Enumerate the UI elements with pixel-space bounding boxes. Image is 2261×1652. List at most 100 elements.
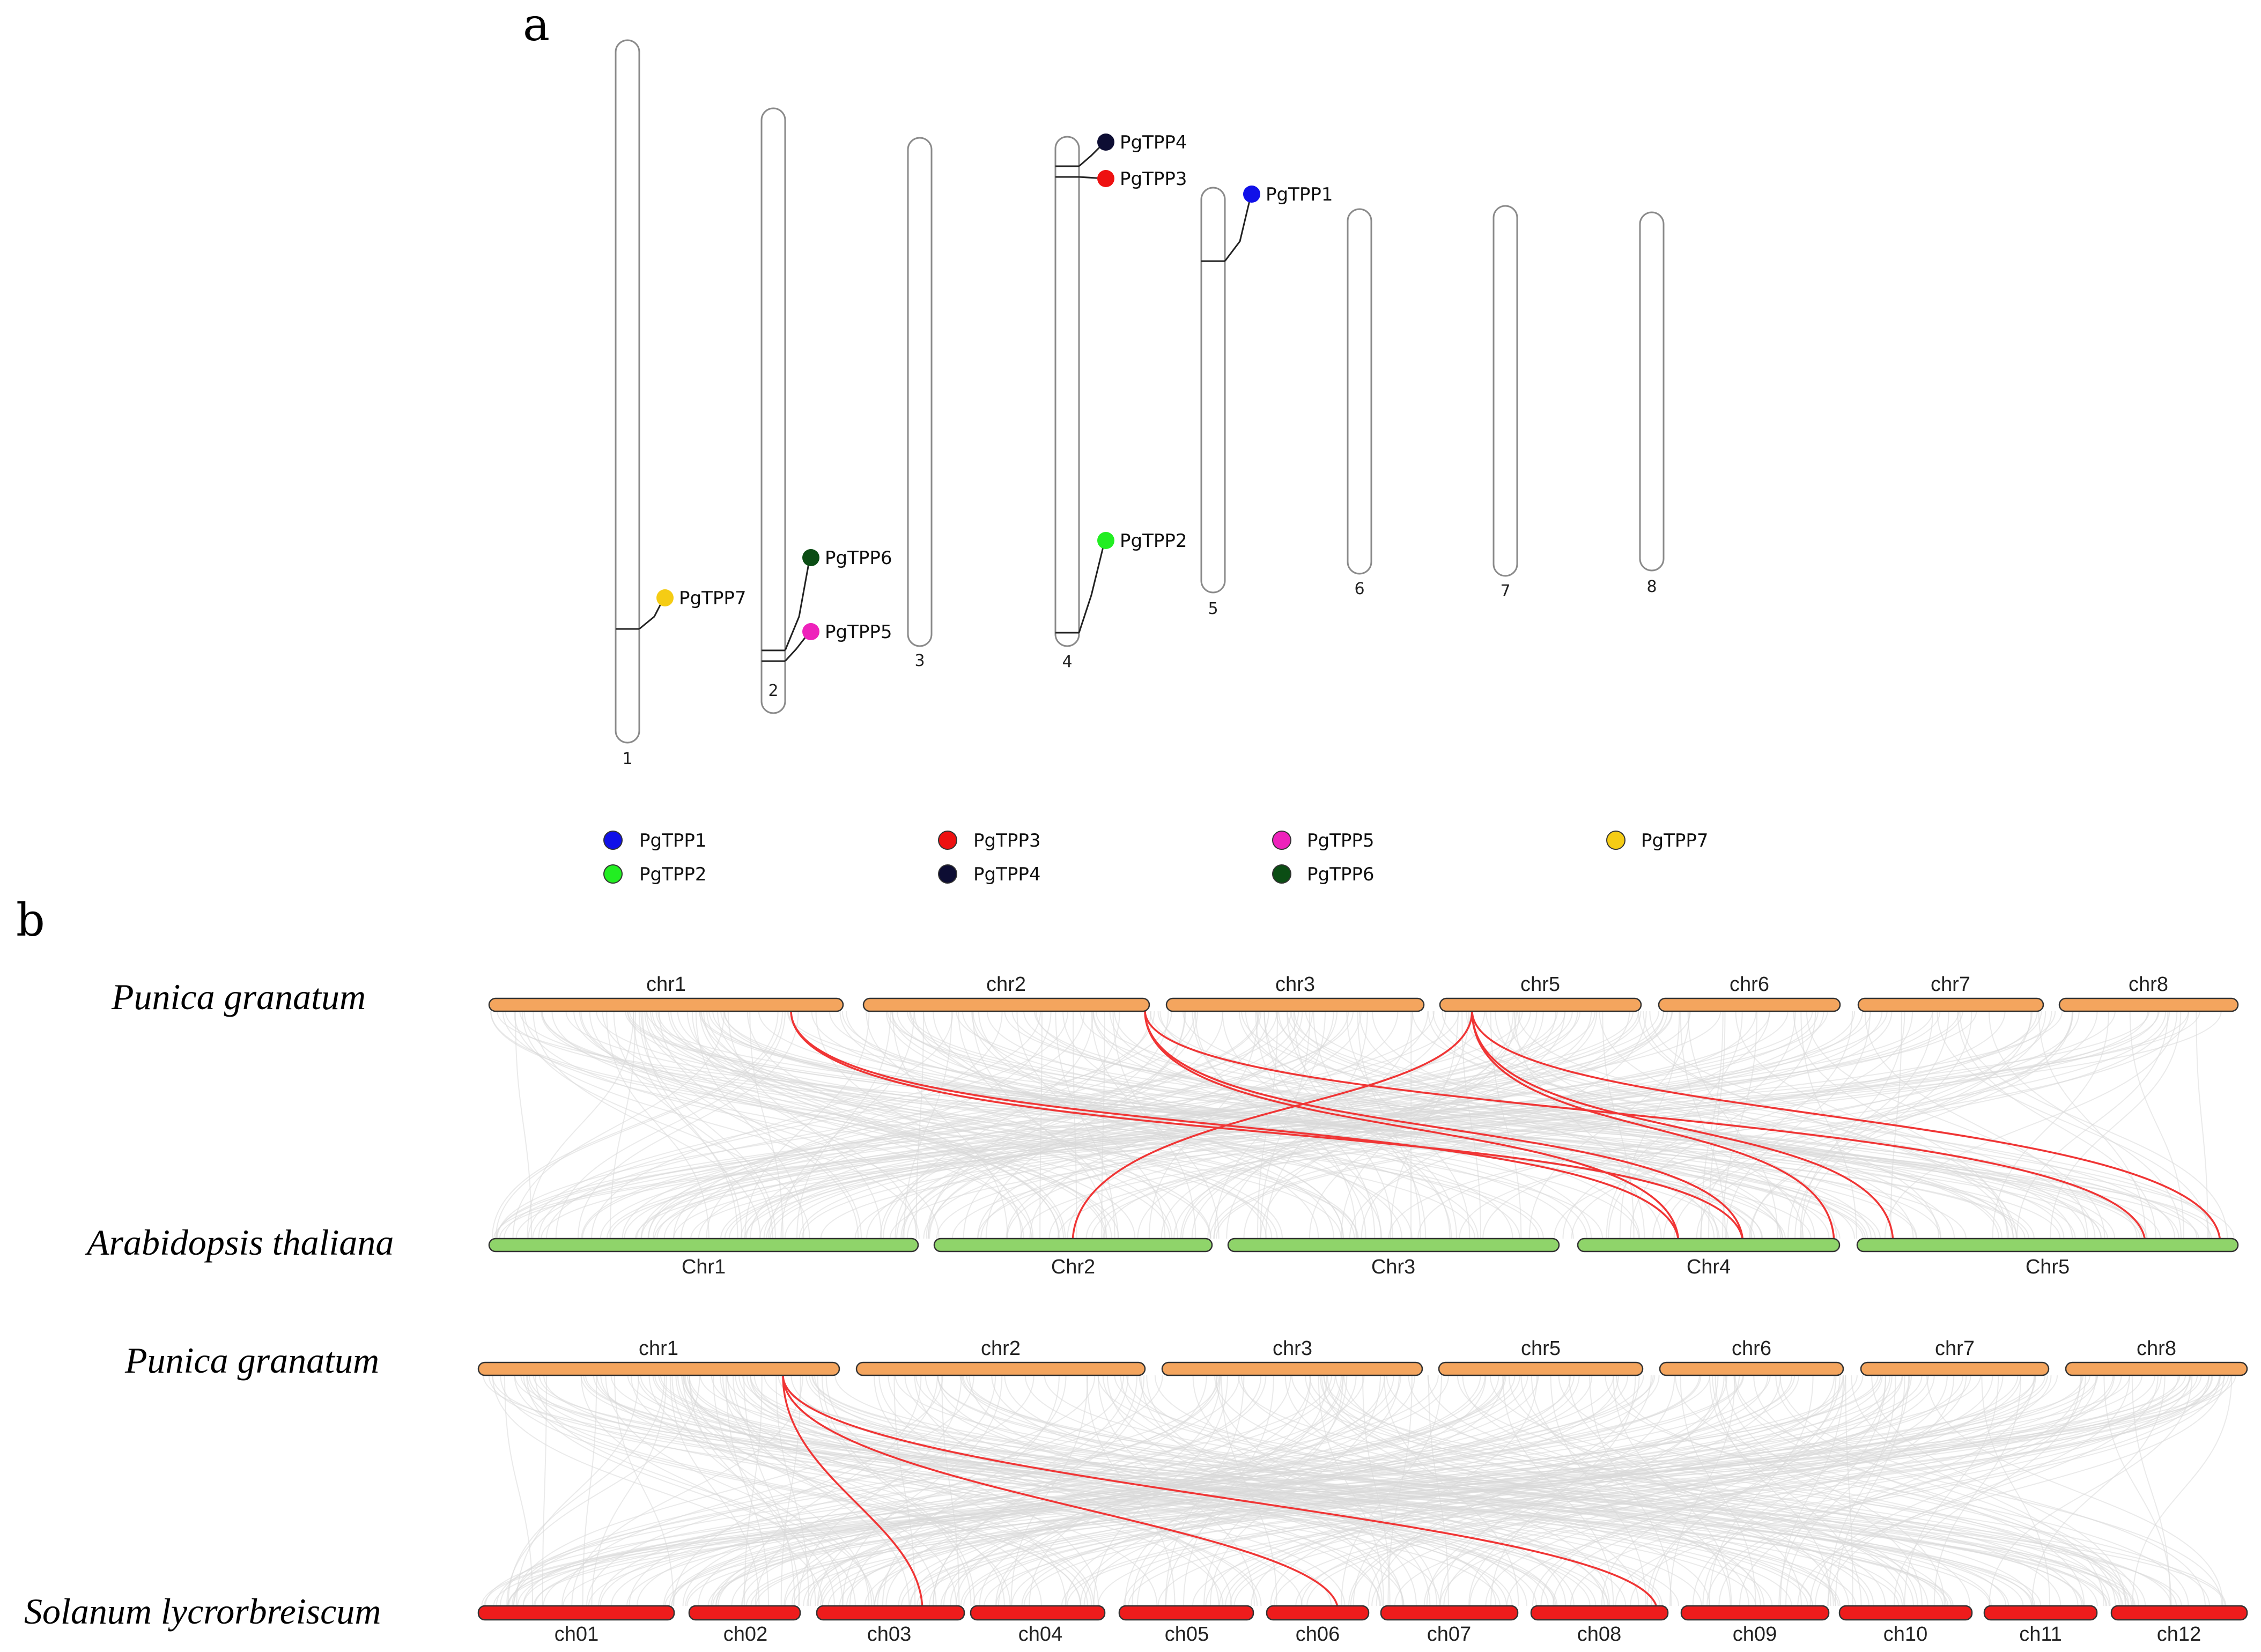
background-link	[1601, 1375, 1841, 1606]
background-link	[673, 1011, 2063, 1239]
chromosome-4: 4	[1054, 136, 1080, 671]
gene-label: PgTPP3	[1120, 168, 1187, 190]
bar-body	[1680, 1605, 1830, 1621]
highlighted-synteny-links	[790, 1010, 2221, 1244]
background-link	[1109, 1011, 1641, 1239]
bottom-species-label: Arabidopsis thaliana	[85, 1222, 394, 1263]
gene-dot	[1097, 532, 1114, 549]
background-link	[632, 1011, 743, 1239]
background-link	[1718, 1375, 2082, 1606]
background-link	[1021, 1375, 1769, 1606]
background-link	[485, 1375, 1656, 1606]
gene-pgtpp5: PgTPP5	[762, 621, 892, 662]
top-chromosome-bars: chr1 chr2 chr3 chr5 chr6	[477, 1337, 2248, 1376]
background-link	[817, 1375, 1067, 1606]
top-species-label: Punica granatum	[124, 1340, 379, 1381]
background-link	[1748, 1011, 2073, 1239]
background-link	[673, 1011, 1085, 1239]
bar-label: chr2	[981, 1337, 1021, 1360]
chromosome-bar: chr5	[1438, 1337, 1644, 1376]
background-link	[535, 1375, 875, 1606]
legend-label: PgTPP7	[1641, 830, 1709, 851]
bar-body	[1530, 1605, 1669, 1621]
gene-pgtpp3: PgTPP3	[1055, 168, 1187, 190]
background-link	[1615, 1375, 2210, 1606]
background-link	[1753, 1375, 2085, 1606]
background-link	[588, 1375, 1858, 1606]
background-link	[745, 1011, 1596, 1239]
chromosome-bar: chr8	[2065, 1337, 2248, 1376]
background-link	[582, 1375, 597, 1606]
background-link	[1295, 1375, 2213, 1606]
background-link	[600, 1375, 1521, 1606]
background-link	[513, 1375, 1163, 1606]
background-link	[798, 1375, 962, 1606]
background-link	[610, 1011, 1933, 1239]
background-link	[1120, 1375, 1567, 1606]
background-link	[1806, 1011, 2105, 1239]
background-link	[898, 1375, 1593, 1606]
background-link	[1284, 1375, 1610, 1606]
background-link	[520, 1375, 1949, 1606]
bar-body	[477, 1605, 675, 1621]
background-link	[1114, 1011, 1783, 1239]
bar-body	[2065, 1361, 2248, 1376]
chromosome-label: 6	[1354, 580, 1364, 598]
bar-body	[1577, 1238, 1841, 1253]
background-link	[977, 1011, 1429, 1239]
background-link	[495, 1011, 784, 1239]
bar-body	[1438, 1361, 1644, 1376]
gene-dot	[802, 623, 819, 640]
background-link	[1608, 1011, 1796, 1239]
background-link	[1137, 1011, 1592, 1239]
chromosome-bar: ch11	[1983, 1605, 2098, 1646]
chromosome-body	[1054, 136, 1080, 647]
background-link	[1157, 1375, 2122, 1606]
background-link	[1259, 1011, 1311, 1239]
background-link	[699, 1011, 1034, 1239]
bar-body	[1860, 1361, 2050, 1376]
background-link	[811, 1375, 2129, 1606]
bar-label: Chr3	[1371, 1256, 1415, 1278]
background-link	[1123, 1375, 1903, 1606]
chromosome-label: 8	[1646, 577, 1657, 596]
background-link	[799, 1011, 1691, 1239]
background-link	[725, 1375, 770, 1606]
background-link	[1715, 1375, 1831, 1606]
bar-body	[855, 1361, 1146, 1376]
panel-b: b Punica granatum Arabidopsis thaliana	[16, 894, 2248, 1646]
background-link	[490, 1011, 1342, 1239]
background-link	[972, 1011, 1107, 1239]
chromosome-label: 1	[622, 750, 632, 768]
bar-body	[488, 1238, 919, 1253]
background-link	[963, 1011, 1186, 1239]
chromosome-bar: ch12	[2110, 1605, 2248, 1646]
background-link	[1904, 1375, 1999, 1606]
chromosome-label: 2	[768, 681, 778, 700]
background-link	[507, 1375, 1882, 1606]
chromosome-bar: chr8	[2058, 973, 2239, 1012]
background-link	[1462, 1375, 1905, 1606]
chromosome-8: 8	[1639, 211, 1665, 596]
legend-item: PgTPP5	[1272, 830, 1375, 851]
background-link	[523, 1011, 1032, 1239]
top-species-label: Punica granatum	[111, 976, 366, 1017]
bar-body	[1227, 1238, 1560, 1253]
background-link	[1937, 1011, 2210, 1239]
gene-legend: PgTPP1 PgTPP2 PgTPP3 PgTPP4 PgTPP5 PgTPP…	[603, 830, 1709, 885]
legend-label: PgTPP2	[639, 864, 707, 885]
legend-label: PgTPP1	[639, 830, 707, 851]
bar-label: Chr1	[682, 1256, 726, 1278]
background-link	[1101, 1011, 1105, 1239]
chromosome-bar: Chr5	[1856, 1238, 2239, 1278]
chromosome-bar: chr1	[477, 1337, 840, 1376]
background-link	[504, 1375, 534, 1606]
chromosome-2: 2	[760, 107, 786, 714]
background-link	[522, 1375, 1439, 1606]
background-link	[1327, 1375, 1749, 1606]
bar-label: ch08	[1577, 1623, 1621, 1646]
background-link	[700, 1011, 2061, 1239]
highlight-link	[782, 1375, 923, 1612]
bar-body	[1857, 997, 2044, 1012]
background-link	[966, 1375, 2124, 1606]
